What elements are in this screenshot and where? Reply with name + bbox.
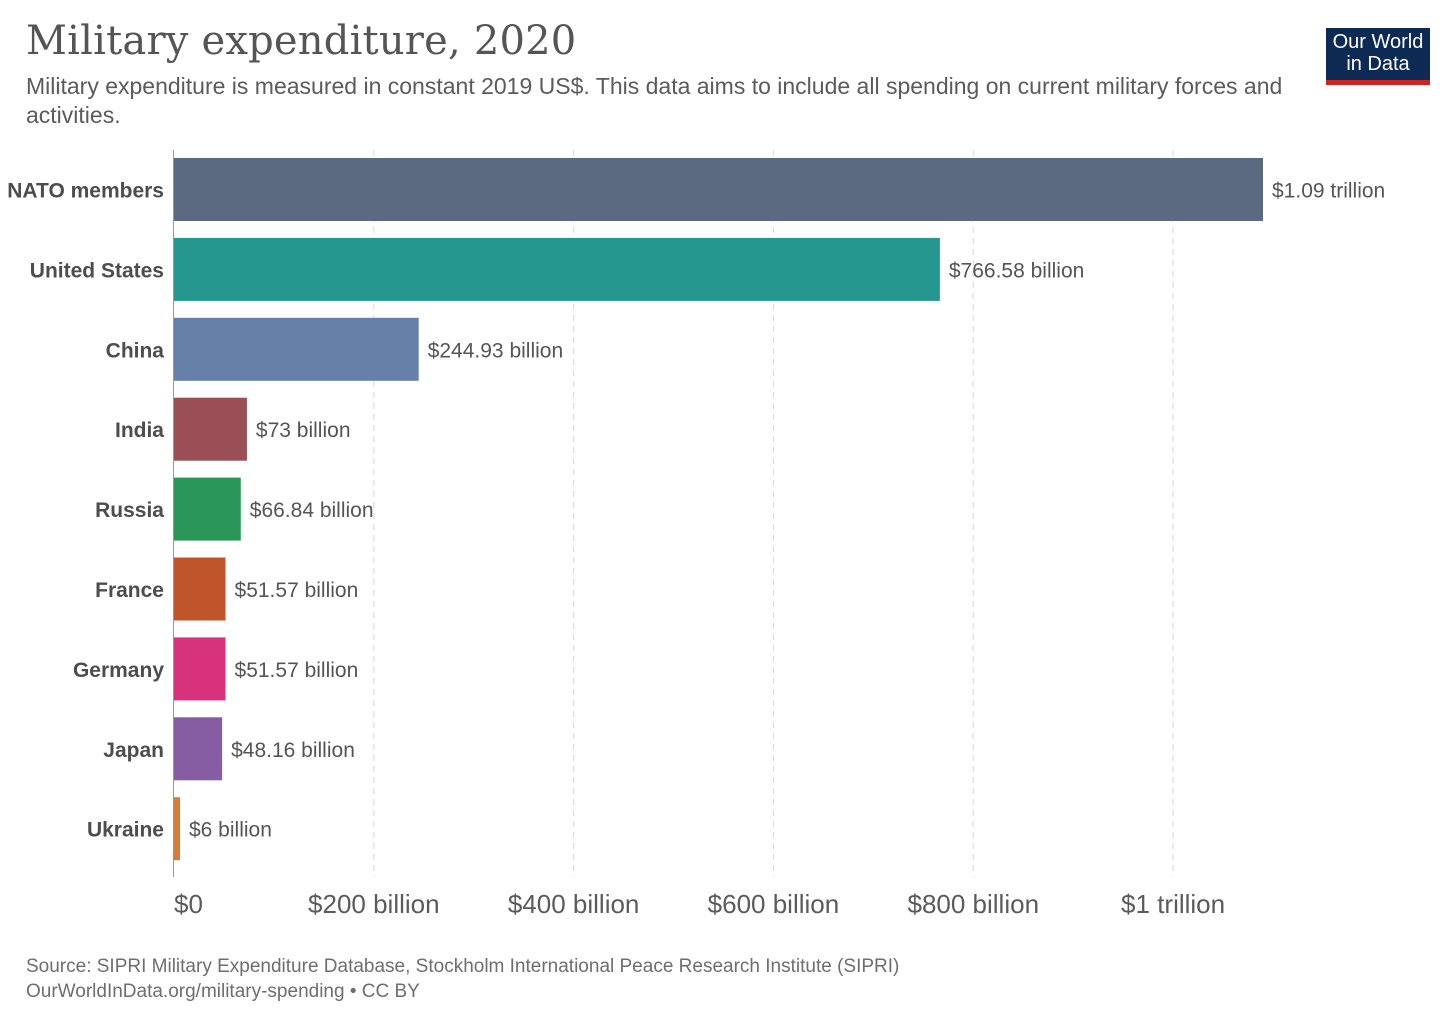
x-tick-label: $200 billion [308, 889, 440, 919]
bar [174, 717, 223, 781]
bar-chart: NATO members $1.09 trillion United States $… [7, 150, 1385, 919]
logo-accent-bar [1326, 80, 1430, 85]
bar [174, 797, 180, 861]
x-tick-label: $600 billion [708, 889, 840, 919]
category-label: Ukraine [87, 819, 164, 842]
category-label: China [106, 339, 165, 362]
category-label: Japan [103, 739, 164, 762]
bar [174, 317, 419, 381]
x-tick-label: $1 trillion [1121, 889, 1225, 919]
value-label: $244.93 billion [428, 339, 563, 362]
bar [174, 557, 226, 621]
source-note: Source: SIPRI Military Expenditure Datab… [26, 956, 900, 977]
category-label: United States [30, 259, 164, 282]
value-label: $1.09 trillion [1272, 180, 1385, 203]
value-label: $51.57 billion [235, 659, 359, 682]
bar [174, 397, 247, 461]
x-tick-label: $800 billion [907, 889, 1039, 919]
category-label: Russia [95, 499, 164, 522]
logo-line-1: Our World [1332, 31, 1424, 53]
category-label: Germany [73, 659, 164, 682]
bar [174, 237, 940, 301]
value-label: $66.84 billion [250, 499, 374, 522]
value-label: $766.58 billion [949, 259, 1084, 282]
category-label: NATO members [7, 180, 164, 203]
bar [174, 637, 226, 701]
chart-subtitle: Military expenditure is measured in cons… [26, 73, 1283, 128]
x-tick-label: $0 [174, 889, 203, 919]
value-label: $73 billion [256, 419, 351, 442]
bar [174, 158, 1263, 221]
value-label: $6 billion [189, 819, 272, 842]
logo-line-2: in Data [1346, 53, 1410, 75]
bar [174, 477, 241, 541]
category-label: India [115, 419, 164, 442]
x-tick-label: $400 billion [508, 889, 640, 919]
value-label: $48.16 billion [231, 739, 355, 762]
source-link[interactable]: OurWorldInData.org/military-spending • C… [26, 981, 420, 1002]
value-label: $51.57 billion [235, 579, 359, 602]
category-label: France [95, 579, 164, 602]
owid-logo[interactable]: Our World in Data [1326, 28, 1430, 85]
chart-title: Military expenditure, 2020 [26, 18, 577, 64]
chart-footer: Source: SIPRI Military Expenditure Datab… [26, 954, 899, 1004]
